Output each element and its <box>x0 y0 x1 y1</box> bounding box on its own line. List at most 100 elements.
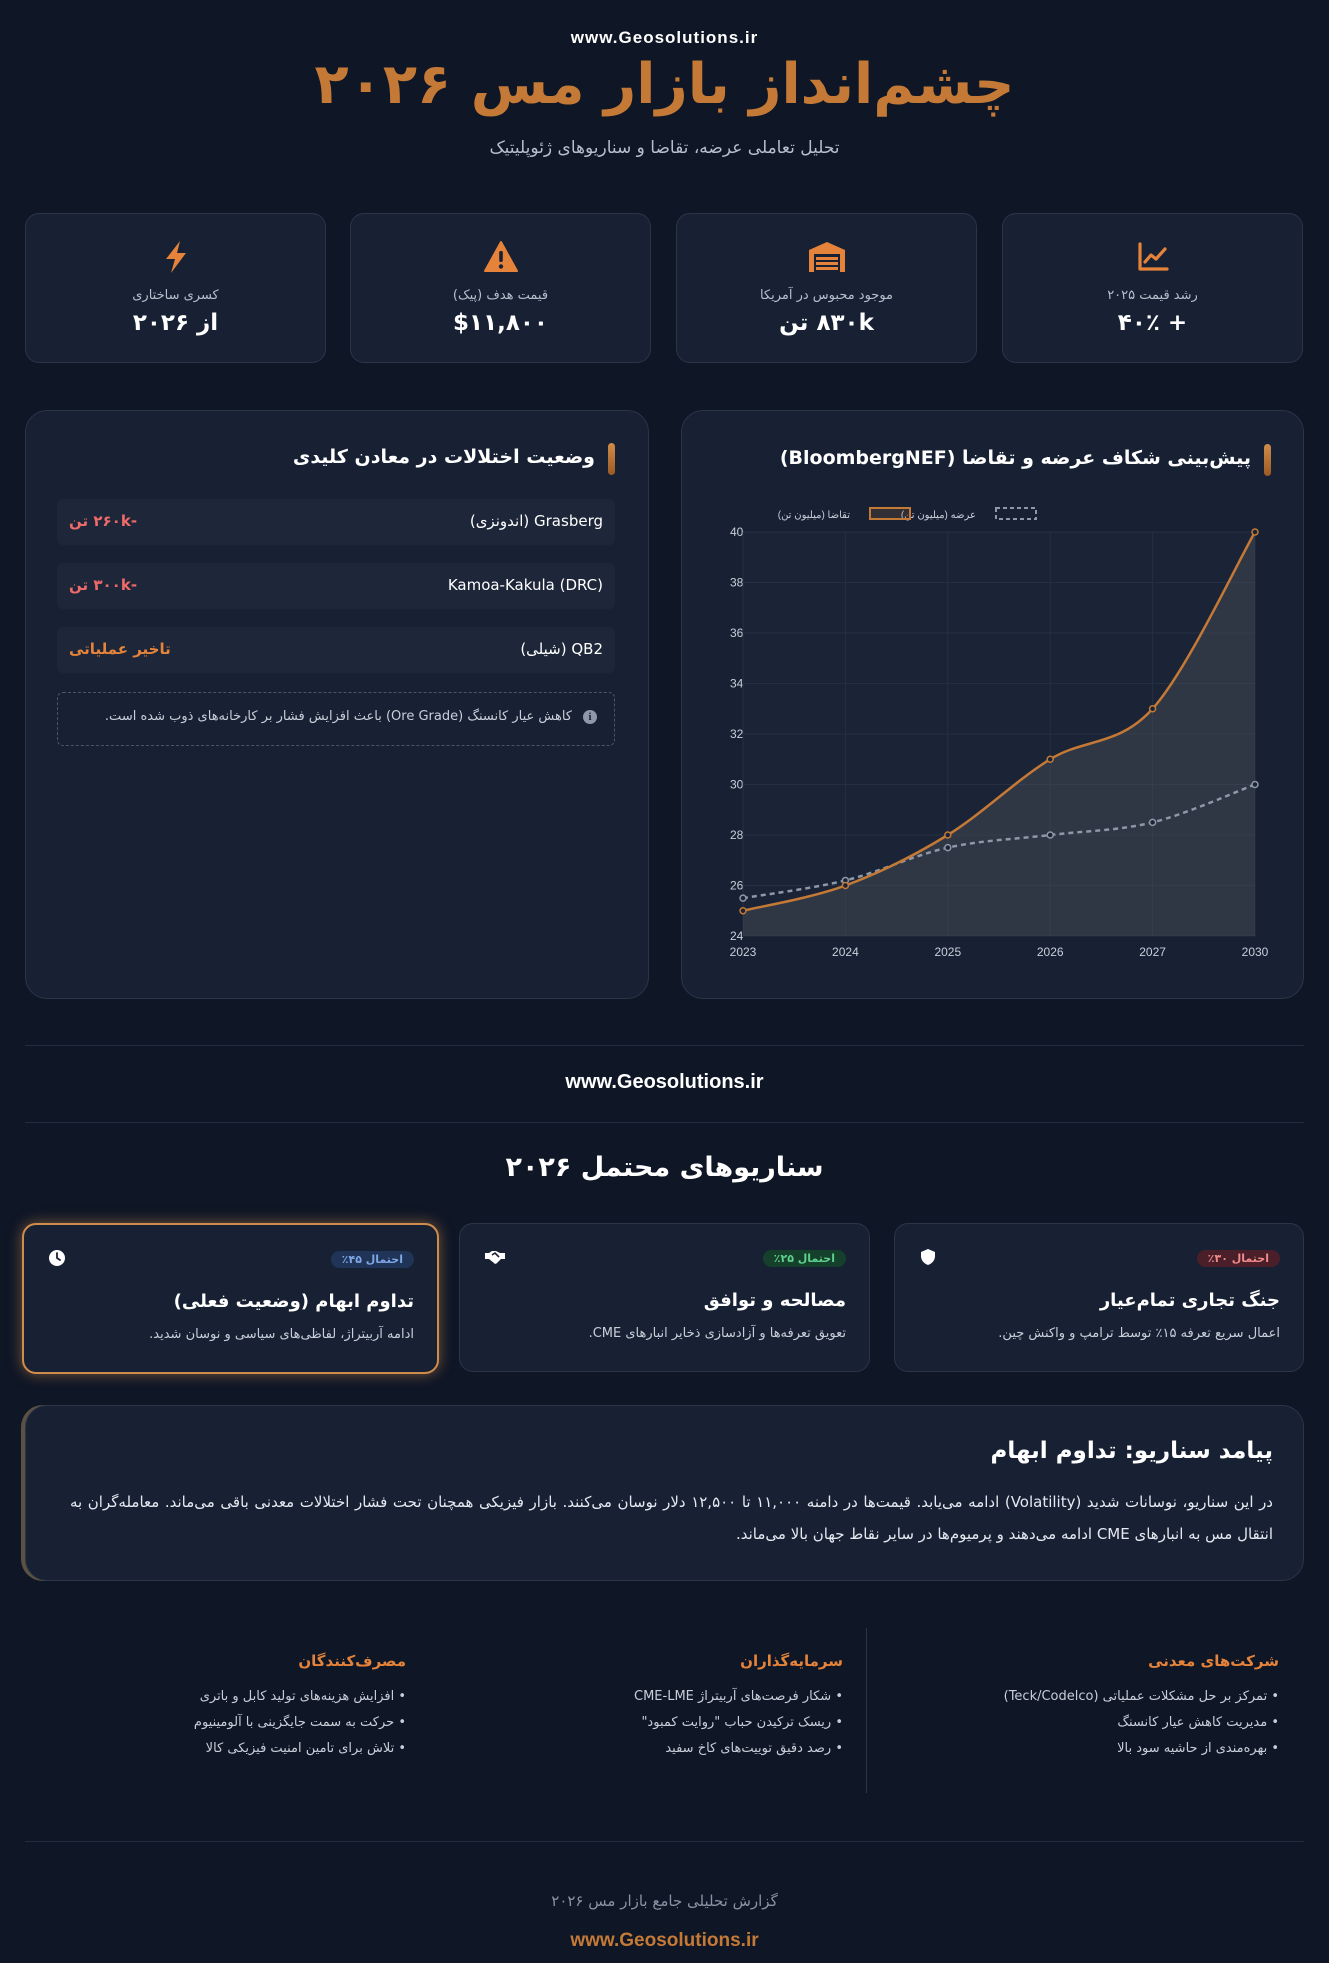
column-title: مصرف‌کنندگان <box>298 1652 406 1670</box>
column-item: • افزایش هزینه‌های تولید کابل و باتری <box>199 1689 406 1704</box>
x-tick-label: 2025 <box>934 945 961 959</box>
demand-point <box>1046 755 1054 763</box>
demand-point <box>1251 528 1259 536</box>
x-tick-label: 2026 <box>1037 945 1064 959</box>
scenario-outcome-panel: پیامد سناریو: تداوم ابهام در این سناریو،… <box>25 1405 1304 1581</box>
page-subtitle: تحلیل تعاملی عرضه، تقاضا و سناریوهای ژئو… <box>489 138 840 158</box>
kpi-value: $۱۱,۸۰۰ <box>453 310 548 336</box>
shield-icon <box>921 1249 935 1265</box>
legend-label-demand: تقاضا (میلیون تن) <box>778 510 850 521</box>
outcome-title: پیامد سناریو: تداوم ابهام <box>990 1438 1273 1464</box>
bolt-icon <box>26 240 325 276</box>
supply-point <box>739 894 747 902</box>
kpi-label: موجود محبوس در آمریکا <box>759 288 894 303</box>
scenario-card-trade-war[interactable]: احتمال ۳۰٪ جنگ تجاری تمام‌عیار اعمال سری… <box>894 1223 1304 1372</box>
info-icon: i <box>583 710 597 724</box>
scenario-title: جنگ تجاری تمام‌عیار <box>1099 1290 1280 1311</box>
probability-badge: احتمال ۳۰٪ <box>1196 1250 1280 1267</box>
y-tick-label: 30 <box>730 778 744 792</box>
mine-status: تاخیر عملیاتی <box>69 640 171 658</box>
supply-line <box>742 783 1256 900</box>
y-tick-label: 36 <box>730 626 744 640</box>
divider <box>25 1841 1304 1842</box>
kpi-card-price-growth: رشد قیمت ۲۰۲۵ + ۴۰٪ <box>1002 213 1303 363</box>
scenario-title: تداوم ابهام (وضعیت فعلی) <box>173 1291 414 1312</box>
note-text: کاهش عیار کانسنگ (Ore Grade) باعث افزایش… <box>104 709 572 724</box>
column-title: سرمایه‌گذاران <box>740 1652 843 1670</box>
x-tick-label: 2030 <box>1242 945 1269 959</box>
column-item: • تلاش برای تامین امنیت فیزیکی کالا <box>205 1741 406 1756</box>
site-url-middle: www.Geosolutions.ir <box>565 1071 764 1093</box>
y-tick-label: 38 <box>730 576 744 590</box>
chart-line-icon <box>1003 240 1302 276</box>
mine-name: Kamoa-Kakula (DRC) <box>447 576 603 594</box>
column-item: • حرکت به سمت جایگزینی با آلومینیوم <box>193 1715 406 1730</box>
stakeholder-column-investors: سرمایه‌گذاران • شکار فرصت‌های آربیتراژ C… <box>483 1652 843 1756</box>
scenario-desc: تعویق تعرفه‌ها و آزادسازی ذخایر انبارهای… <box>588 1326 846 1341</box>
column-item: • شکار فرصت‌های آربیتراژ CME-LME <box>634 1689 843 1704</box>
column-separator <box>866 1628 867 1793</box>
kpi-value: ۸۳۰k تن <box>779 310 874 336</box>
scenarios-title: سناریوهای محتمل ۲۰۲۶ <box>505 1152 824 1183</box>
kpi-card-target-price: قیمت هدف (پیک) $۱۱,۸۰۰ <box>350 213 651 363</box>
column-item: • تمرکز بر حل مشکلات عملیاتی (Teck/Codel… <box>1003 1689 1279 1704</box>
footer-site-url: www.Geosolutions.ir <box>570 1930 759 1951</box>
site-url-top: www.Geosolutions.ir <box>570 28 759 47</box>
y-tick-label: 24 <box>730 929 744 943</box>
footer-note: گزارش تحلیلی جامع بازار مس ۲۰۲۶ <box>551 1892 778 1910</box>
legend-swatch-demand <box>869 507 911 520</box>
demand-point <box>944 831 952 839</box>
column-item: • بهره‌مندی از حاشیه سود بالا <box>1117 1741 1279 1756</box>
x-tick-label: 2027 <box>1139 945 1166 959</box>
stakeholder-column-consumers: مصرف‌کنندگان • افزایش هزینه‌های تولید کا… <box>46 1652 406 1756</box>
outcome-body: در این سناریو، نوسانات شدید (Volatility)… <box>70 1493 1273 1543</box>
scenario-desc: ادامه آربیتراژ، لفاظی‌های سیاسی و نوسان … <box>149 1327 414 1342</box>
y-tick-label: 28 <box>730 828 744 842</box>
y-tick-label: 26 <box>730 879 744 893</box>
mine-status: -۳۰۰k تن <box>69 576 138 594</box>
kpi-label: کسری ساختاری <box>132 288 219 303</box>
scenario-card-ambiguity[interactable]: احتمال ۴۵٪ تداوم ابهام (وضعیت فعلی) ادام… <box>22 1223 439 1374</box>
supply-point <box>1046 831 1054 839</box>
demand-point <box>841 881 850 890</box>
kpi-value: + ۴۰٪ <box>1117 310 1188 336</box>
stakeholder-column-miners: شرکت‌های معدنی • تمرکز بر حل مشکلات عملی… <box>919 1652 1279 1756</box>
accent-bar <box>1264 444 1271 476</box>
mine-row-qb2: QB2 (شیلی) تاخیر عملیاتی <box>57 627 615 673</box>
demand-point <box>739 907 747 915</box>
clock-icon <box>49 1250 65 1266</box>
y-tick-label: 34 <box>730 677 744 691</box>
legend-swatch-supply <box>995 507 1037 520</box>
probability-badge: احتمال ۲۵٪ <box>762 1250 846 1267</box>
column-title: شرکت‌های معدنی <box>1148 1652 1279 1670</box>
demand-point <box>1148 705 1157 713</box>
kpi-card-us-stock: موجود محبوس در آمریکا ۸۳۰k تن <box>676 213 977 363</box>
divider <box>25 1122 1304 1123</box>
handshake-icon <box>485 1251 505 1264</box>
scenario-title: مصالحه و توافق <box>703 1290 846 1311</box>
supply-point <box>1148 818 1157 827</box>
supply-demand-chart: 24 26 28 30 32 34 36 38 40 2023 2024 2025 2026 2027 20… <box>730 507 1269 959</box>
column-item: • رصد دقیق توییت‌های کاخ سفید <box>665 1741 843 1756</box>
mines-title: وضعیت اختلالات در معادن کلیدی <box>292 446 595 468</box>
scenario-desc: اعمال سریع تعرفه ۱۵٪ توسط ترامپ و واکنش … <box>998 1326 1280 1341</box>
supply-point <box>944 843 952 852</box>
y-tick-label: 32 <box>730 727 744 741</box>
chart-panel: پیش‌بینی شکاف عرضه و تقاضا (BloombergNEF… <box>681 410 1304 999</box>
divider <box>25 1045 1304 1046</box>
mine-row-grasberg: Grasberg (اندونزی) -۲۶۰k تن <box>57 499 615 545</box>
scenario-card-settlement[interactable]: احتمال ۲۵٪ مصالحه و توافق تعویق تعرفه‌ها… <box>459 1223 870 1372</box>
mine-row-kamoa: Kamoa-Kakula (DRC) -۳۰۰k تن <box>57 563 615 609</box>
y-tick-label: 40 <box>730 525 744 539</box>
x-tick-label: 2024 <box>832 945 859 959</box>
ore-grade-note: i کاهش عیار کانسنگ (Ore Grade) باعث افزا… <box>57 692 615 746</box>
mine-name: Grasberg (اندونزی) <box>469 512 603 530</box>
kpi-card-structural-deficit: کسری ساختاری از ۲۰۲۶ <box>25 213 326 363</box>
chart-title: پیش‌بینی شکاف عرضه و تقاضا (BloombergNEF… <box>779 447 1251 469</box>
warehouse-icon <box>677 240 976 276</box>
mine-name: QB2 (شیلی) <box>520 640 603 658</box>
supply-point <box>1251 780 1259 789</box>
probability-badge: احتمال ۴۵٪ <box>330 1251 414 1268</box>
page-title: چشم‌انداز بازار مس ۲۰۲۶ <box>314 52 1015 117</box>
kpi-value: از ۲۰۲۶ <box>132 310 219 336</box>
